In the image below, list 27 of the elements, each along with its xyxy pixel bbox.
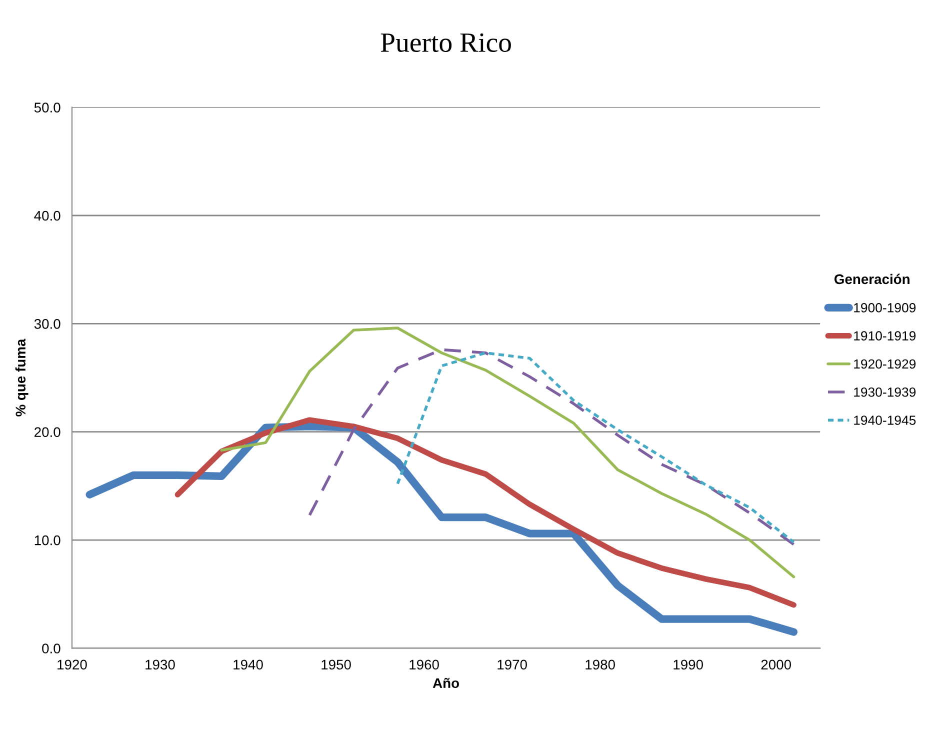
legend-label: 1900-1909: [854, 303, 916, 312]
chart-title: Puerto Rico: [380, 33, 511, 52]
x-tick-label: 1980: [586, 660, 615, 670]
y-tick-label: 40.0: [34, 210, 60, 221]
y-tick-label: 0.0: [42, 644, 60, 654]
y-tick-label: 10.0: [34, 535, 60, 546]
line-series: [220, 326, 796, 578]
x-tick-label: 1960: [410, 660, 439, 670]
y-axis-title: % que fuma: [15, 338, 28, 416]
x-tick-label: 1930: [146, 660, 175, 670]
legend-label: 1940-1945: [854, 416, 916, 425]
x-tick-label: 1920: [58, 660, 87, 670]
y-tick-label: 20.0: [34, 427, 60, 438]
legend-label: 1920-1929: [854, 359, 916, 369]
x-tick-label: 1940: [234, 660, 263, 670]
x-tick-label: 1970: [498, 660, 527, 670]
y-tick-label: 50.0: [34, 102, 60, 112]
y-tick-label: 30.0: [34, 319, 60, 329]
x-tick-label: 1990: [674, 660, 703, 670]
legend-title: Generación: [834, 274, 910, 284]
legend-label: 1930-1939: [854, 387, 916, 397]
x-axis-title: Año: [432, 678, 459, 688]
x-tick-label: 2000: [761, 660, 791, 670]
line-series: [308, 348, 796, 546]
line-series: [396, 352, 796, 544]
x-tick-label: 1950: [322, 660, 351, 670]
legend-label: 1910-1919: [854, 331, 916, 341]
